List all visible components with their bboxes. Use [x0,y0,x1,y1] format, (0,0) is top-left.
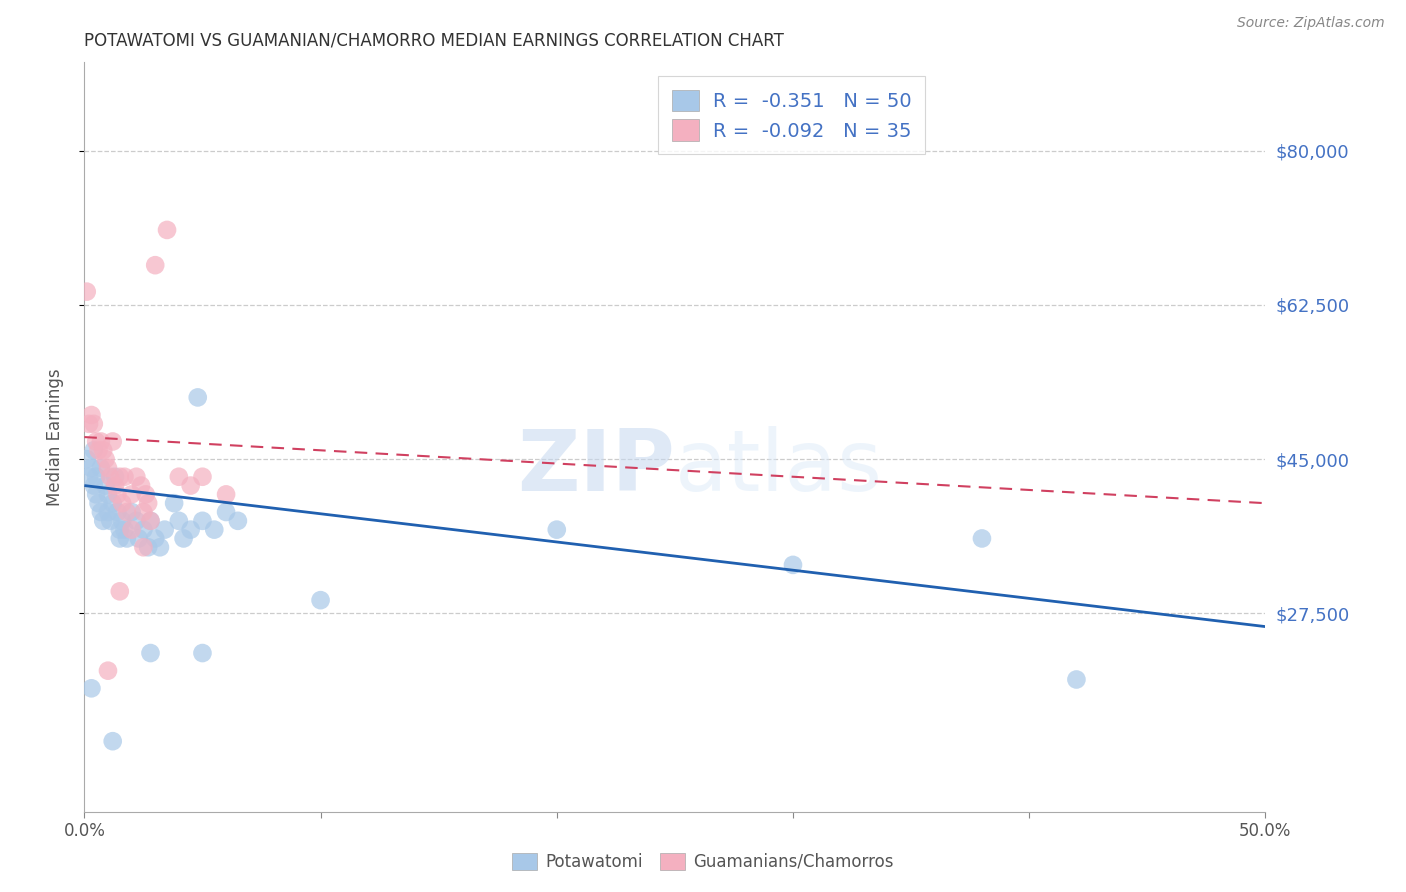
Point [104,469,127,483]
Point [191,646,214,660]
Point [101,434,124,449]
Point [226,514,249,528]
Point [111,496,134,510]
Point [139,514,162,528]
Point [87,443,110,458]
Point [108,469,131,483]
Point [107,505,129,519]
Point [143,258,166,272]
Point [128,532,150,546]
Point [121,487,143,501]
Point [125,514,148,528]
Point [180,478,202,492]
Point [83,443,105,458]
Point [180,523,202,537]
Point [156,223,179,237]
Text: atlas: atlas [675,425,883,508]
Point [94,478,117,492]
Text: ZIP: ZIP [517,425,675,508]
Point [77,417,100,431]
Point [83,417,105,431]
Point [115,532,138,546]
Point [139,646,162,660]
Point [91,514,114,528]
Point [101,734,124,748]
Point [104,478,127,492]
Point [98,469,121,483]
Point [132,523,155,537]
Point [125,469,148,483]
Point [80,408,103,422]
Point [108,584,131,599]
Point [84,469,107,483]
Point [115,505,138,519]
Point [107,487,129,501]
Point [191,514,214,528]
Point [97,664,120,678]
Point [97,505,120,519]
Legend: Potawatomi, Guamanians/Chamorros: Potawatomi, Guamanians/Chamorros [503,845,903,880]
Point [1066,673,1088,687]
Legend: R =  -0.351   N = 50, R =  -0.092   N = 35: R = -0.351 N = 50, R = -0.092 N = 35 [658,76,925,154]
Point [143,532,166,546]
Point [80,461,103,475]
Point [163,496,186,510]
Point [77,469,100,483]
Point [94,452,117,467]
Point [84,487,107,501]
Point [111,514,134,528]
Point [121,523,143,537]
Point [546,523,568,537]
Point [167,514,190,528]
Point [187,391,209,405]
Point [136,496,159,510]
Point [132,505,155,519]
Point [91,443,114,458]
Point [136,541,159,555]
Point [90,505,112,519]
Point [173,532,195,546]
Point [87,496,110,510]
Point [97,487,120,501]
Point [782,558,804,572]
Y-axis label: Median Earnings: Median Earnings [45,368,63,506]
Point [83,478,105,492]
Point [202,523,225,537]
Point [76,452,98,467]
Point [121,505,143,519]
Point [84,434,107,449]
Point [167,469,190,483]
Text: POTAWATOMI VS GUAMANIAN/CHAMORRO MEDIAN EARNINGS CORRELATION CHART: POTAWATOMI VS GUAMANIAN/CHAMORRO MEDIAN … [84,32,785,50]
Point [970,532,993,546]
Point [76,285,98,299]
Point [191,469,214,483]
Point [135,487,157,501]
Point [129,478,152,492]
Point [90,461,112,475]
Point [90,434,112,449]
Point [114,469,136,483]
Point [215,487,238,501]
Point [101,496,124,510]
Point [108,532,131,546]
Point [215,505,238,519]
Point [132,541,155,555]
Point [108,523,131,537]
Point [80,681,103,696]
Point [153,523,176,537]
Point [309,593,332,607]
Point [98,514,121,528]
Point [149,541,172,555]
Point [97,461,120,475]
Text: Source: ZipAtlas.com: Source: ZipAtlas.com [1237,16,1385,30]
Point [139,514,162,528]
Point [114,523,136,537]
